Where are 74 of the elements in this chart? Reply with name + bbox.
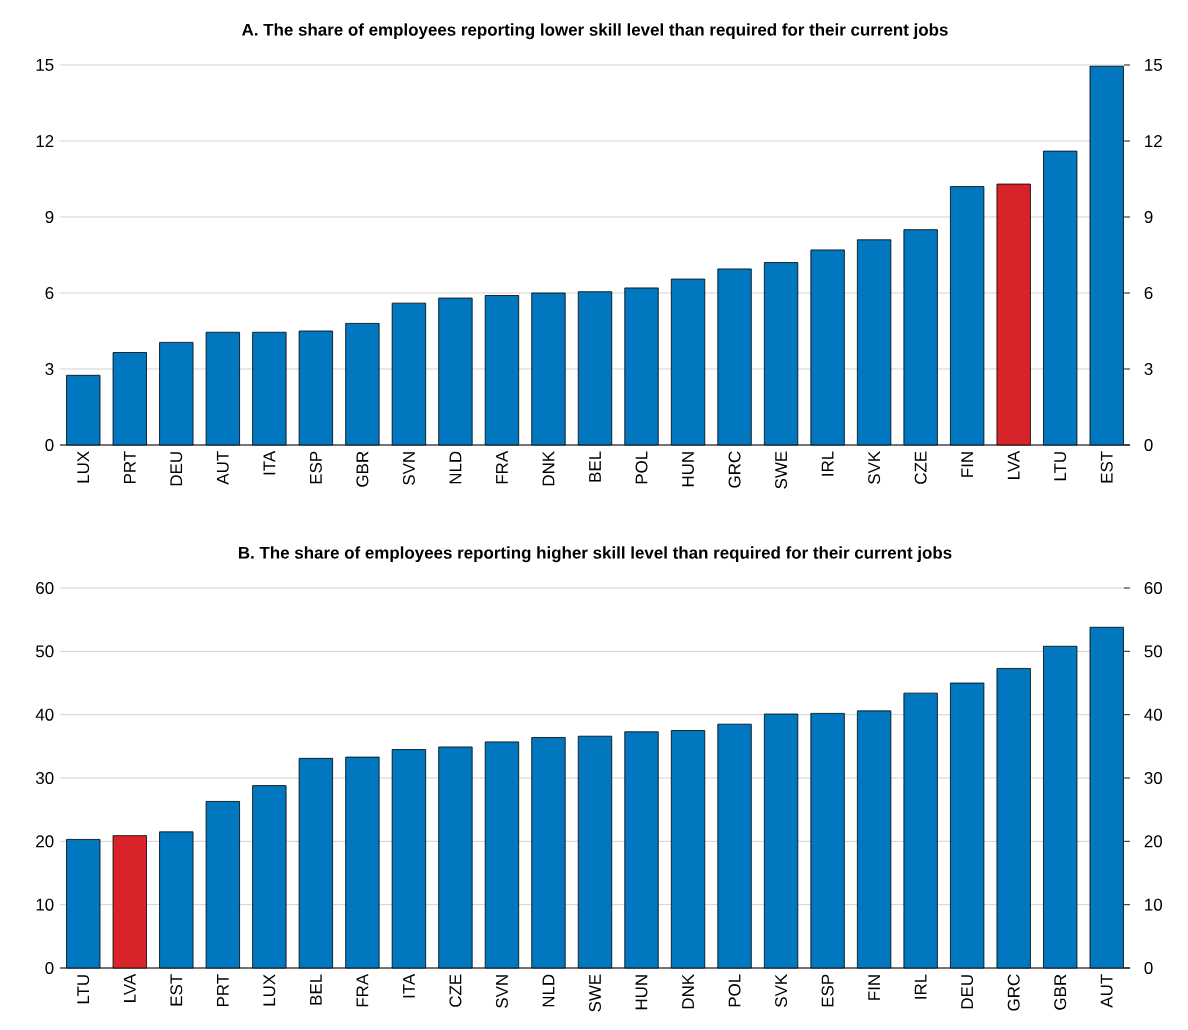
y2-tick-label: 10 (1145, 898, 1163, 911)
x-tick-label: PRT (123, 451, 136, 484)
x-tick-label: PRT (216, 974, 229, 1007)
y2-tick-label: 6 (1144, 286, 1153, 299)
chart-title: B. The share of employees reporting higher skill level than required for their current jobs (238, 546, 952, 563)
y-tick-label: 0 (45, 438, 54, 451)
chart-title: A. The share of employees reporting lower skill level than required for their current jobs (242, 23, 948, 40)
x-tick-label: GRC (728, 451, 741, 488)
x-tick-label: AUT (1100, 974, 1113, 1008)
x-tick-label: NLD (449, 451, 462, 484)
x-tick-label: HUN (635, 975, 648, 1010)
x-tick-label: POL (728, 974, 741, 1007)
x-tick-label: ITA (263, 450, 276, 475)
x-tick-label: EST (1100, 451, 1113, 483)
x-tick-label: GRC (1007, 974, 1020, 1011)
x-tick-label: BEL (310, 974, 322, 1005)
x-tick-label: DNK (682, 974, 694, 1009)
x-tick-label: IRL (821, 451, 834, 476)
y-tick-label: 15 (36, 59, 54, 71)
x-tick-label: POL (635, 451, 648, 484)
x-tick-label: LUX (77, 451, 90, 483)
x-tick-label: EST (170, 974, 183, 1006)
x-tick-label: LTU (77, 975, 90, 1004)
x-tick-label: BEL (589, 451, 601, 482)
x-tick-label: HUN (682, 452, 694, 487)
x-tick-label: ESP (821, 974, 834, 1007)
x-tick-label: AUT (216, 451, 229, 485)
x-tick-label: LVA (123, 973, 136, 1002)
y-tick-label: 6 (45, 286, 54, 299)
x-tick-label: SVN (495, 975, 508, 1008)
y2-tick-label: 9 (1144, 210, 1153, 223)
x-tick-label: FIN (868, 975, 880, 1000)
x-tick-label: IRL (914, 974, 927, 999)
y2-tick-label: 20 (1144, 835, 1163, 848)
y-tick-label: 60 (36, 582, 54, 594)
y2-tick-label: 50 (1144, 645, 1163, 658)
x-tick-label: LUX (263, 974, 276, 1006)
x-tick-label: GBR (356, 451, 369, 487)
y2-tick-label: 0 (1144, 962, 1153, 974)
y2-tick-label: 15 (1145, 59, 1162, 71)
y-tick-label: 40 (35, 708, 54, 721)
y-tick-label: 9 (45, 210, 54, 223)
y2-tick-label: 60 (1144, 582, 1163, 594)
x-tick-label: ITA (403, 973, 415, 998)
x-tick-label: FRA (356, 973, 369, 1007)
x-tick-label: CZE (449, 974, 462, 1007)
y-tick-label: 50 (35, 645, 54, 658)
x-tick-label: SWE (588, 974, 601, 1012)
x-tick-label: LVA (1007, 450, 1020, 479)
x-tick-label: SWE (775, 451, 788, 489)
x-tick-label: FRA (496, 450, 508, 484)
y-tick-label: 0 (45, 962, 54, 974)
y-tick-label: 30 (35, 772, 54, 784)
x-tick-label: DNK (542, 451, 555, 486)
y2-tick-label: 40 (1144, 708, 1163, 721)
x-tick-label: SVK (868, 451, 881, 484)
x-tick-label: SVK (775, 974, 788, 1007)
x-tick-label: DEU (170, 452, 183, 486)
x-tick-label: SVN (402, 452, 415, 485)
x-tick-label: NLD (542, 974, 555, 1007)
y-tick-label: 3 (45, 362, 54, 375)
y-tick-label: 10 (36, 898, 54, 911)
x-tick-label: CZE (914, 451, 927, 484)
y-tick-label: 20 (36, 835, 54, 848)
x-tick-label: DEU (961, 975, 974, 1009)
y2-tick-label: 0 (1144, 438, 1153, 451)
y2-tick-label: 12 (1145, 135, 1162, 147)
x-tick-label: LTU (1054, 452, 1067, 481)
y2-tick-label: 3 (1144, 362, 1153, 375)
x-tick-label: FIN (961, 452, 973, 477)
y2-tick-label: 30 (1144, 772, 1163, 784)
y-tick-label: 12 (36, 135, 54, 147)
x-tick-label: ESP (309, 451, 322, 484)
x-tick-label: GBR (1054, 974, 1067, 1010)
